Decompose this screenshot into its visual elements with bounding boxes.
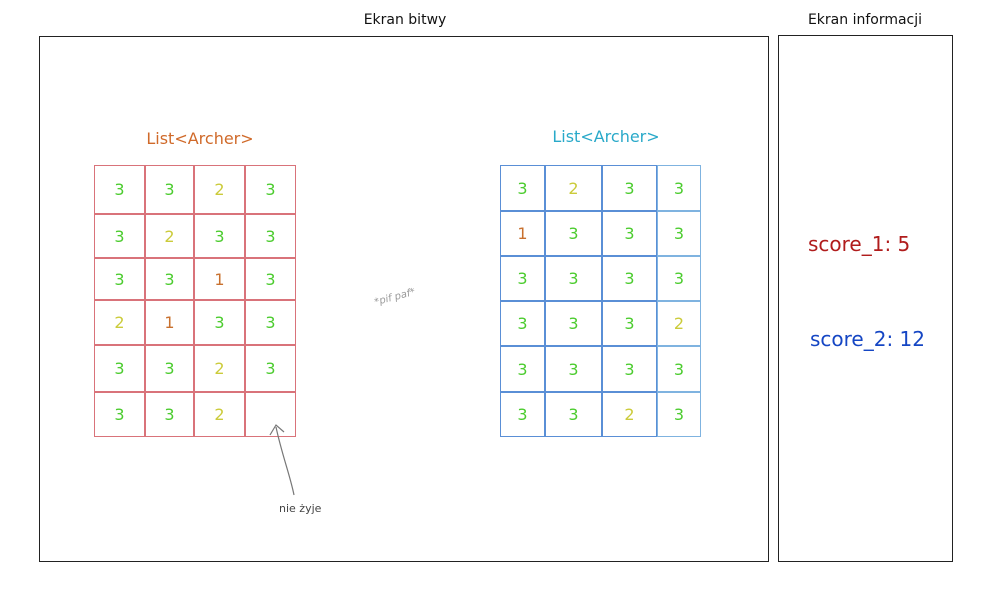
right-archer-cell: 3: [545, 392, 602, 437]
left-archer-cell: 2: [194, 165, 245, 214]
left-archer-cell: 2: [194, 345, 245, 392]
right-archer-cell: 3: [500, 165, 545, 211]
left-archer-cell: 3: [145, 392, 194, 437]
battle-screen-title: Ekran bitwy: [363, 12, 447, 28]
score-1-text: score_1: 5: [808, 232, 911, 256]
left-archer-cell: 3: [94, 258, 145, 300]
right-archer-cell: 3: [602, 211, 657, 256]
right-archer-cell: 3: [657, 256, 701, 301]
left-archer-cell: 1: [194, 258, 245, 300]
right-list-label: List<Archer>: [552, 127, 660, 146]
left-archer-cell: 2: [145, 214, 194, 258]
right-archer-cell: 3: [500, 346, 545, 392]
right-archer-cell: 3: [602, 346, 657, 392]
left-archer-cell: 3: [194, 214, 245, 258]
right-archer-cell: 3: [657, 165, 701, 211]
left-archer-cell: 3: [145, 258, 194, 300]
left-archer-cell: 3: [245, 214, 296, 258]
left-archer-cell: 3: [145, 165, 194, 214]
left-archer-cell: 3: [194, 300, 245, 345]
left-list-label: List<Archer>: [146, 129, 254, 148]
right-archer-cell: 3: [657, 211, 701, 256]
left-archer-cell: 3: [145, 345, 194, 392]
info-screen-frame: [778, 35, 953, 562]
right-archer-cell: 3: [545, 346, 602, 392]
left-archer-cell: 2: [194, 392, 245, 437]
score-2-text: score_2: 12: [810, 327, 926, 351]
left-archer-cell: 3: [94, 165, 145, 214]
dead-arrow-icon: [269, 424, 295, 496]
right-archer-cell: 3: [545, 211, 602, 256]
left-archer-cell: 3: [245, 258, 296, 300]
right-archer-cell: 2: [657, 301, 701, 346]
left-archer-cell: 3: [245, 300, 296, 345]
left-archer-cell: 1: [145, 300, 194, 345]
left-archer-cell: 3: [94, 345, 145, 392]
right-archer-cell: 3: [657, 392, 701, 437]
battle-screen-frame: [39, 36, 769, 562]
left-archer-cell: 2: [94, 300, 145, 345]
left-archer-cell: 3: [94, 392, 145, 437]
right-archer-cell: 3: [602, 301, 657, 346]
right-archer-cell: 2: [545, 165, 602, 211]
left-archer-cell: 3: [245, 345, 296, 392]
left-archer-cell: 3: [94, 214, 145, 258]
right-archer-cell: 3: [500, 256, 545, 301]
right-archer-cell: 1: [500, 211, 545, 256]
left-archer-cell: 3: [245, 165, 296, 214]
right-archer-cell: 3: [545, 256, 602, 301]
right-archer-cell: 3: [657, 346, 701, 392]
info-screen-title: Ekran informacji: [807, 12, 923, 28]
right-archer-cell: 3: [602, 165, 657, 211]
right-archer-cell: 3: [602, 256, 657, 301]
right-archer-cell: 3: [500, 301, 545, 346]
right-archer-cell: 3: [500, 392, 545, 437]
dead-annotation: nie żyje: [279, 502, 322, 515]
left-archer-cell: [245, 392, 296, 437]
right-archer-cell: 2: [602, 392, 657, 437]
right-archer-cell: 3: [545, 301, 602, 346]
